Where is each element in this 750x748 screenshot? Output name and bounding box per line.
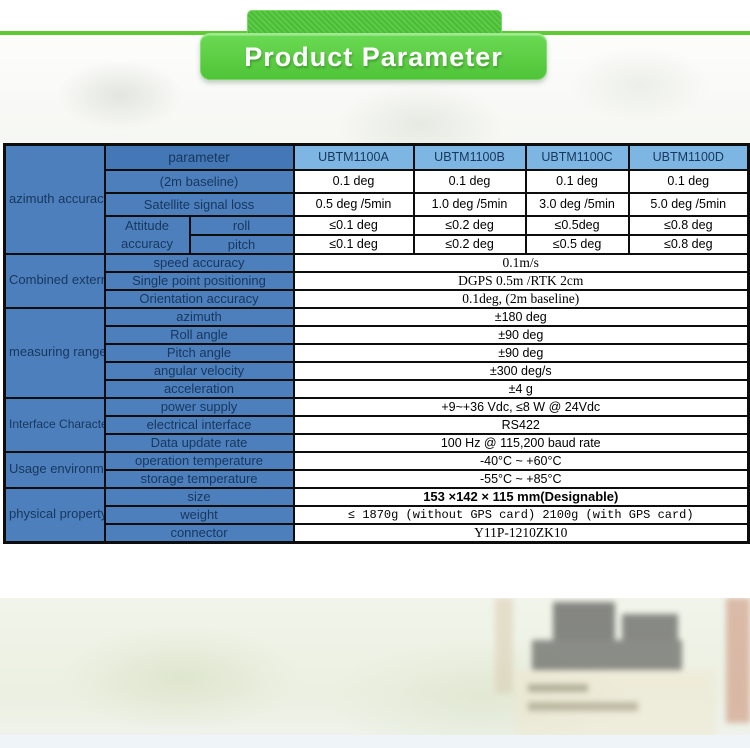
photo-device-slot (528, 684, 588, 692)
spec-table: azimuth accuracy parameter UBTM1100A UBT… (3, 143, 750, 544)
table-row: Single point positioning DGPS 0.5m /RTK … (5, 270, 750, 291)
group-cell-usage-environment: Usage environment (3, 450, 106, 489)
value-cell: ≤0.2 deg (412, 214, 527, 236)
table-row: Data update rate 100 Hz @ 115,200 baud r… (5, 432, 750, 453)
photo-device-slot (528, 702, 638, 711)
group-cell-physical-property: physical property (3, 486, 106, 544)
value-cell: 5.0 deg /5min (627, 191, 750, 217)
faded-bottom-photo (0, 598, 750, 735)
parameter-header-cell: parameter (103, 143, 295, 171)
model-header-cell: UBTM1100A (292, 143, 415, 171)
value-cell: +9~+36 Vdc, ≤8 W @ 24Vdc (292, 396, 750, 417)
value-cell: 153 ×142 × 115 mm(Designable) (292, 486, 750, 507)
table-row: weight ≤ 1870g (without GPS card) 2100g … (5, 504, 750, 525)
value-cell: DGPS 0.5m /RTK 2cm (292, 270, 750, 291)
value-cell: -40°C ~ +60°C (292, 450, 750, 471)
table-row: storage temperature -55°C ~ +85°C (5, 468, 750, 489)
value-cell: 0.5 deg /5min (292, 191, 415, 217)
value-cell: ±300 deg/s (292, 360, 750, 381)
model-header-cell: UBTM1100D (627, 143, 750, 171)
value-cell: ≤0.5deg (524, 214, 630, 236)
group-cell-interface-characteristics: Interface Characteristics (3, 396, 106, 453)
value-cell: 0.1m/s (292, 252, 750, 273)
value-cell: ±180 deg (292, 306, 750, 327)
value-cell: 0.1 deg (627, 168, 750, 194)
value-cell: 0.1 deg (412, 168, 527, 194)
model-header-cell: UBTM1100C (524, 143, 630, 171)
row-label-cell: Pitch angle (103, 342, 295, 363)
title-banner: Product Parameter (200, 33, 547, 80)
value-cell: 1.0 deg /5min (412, 191, 527, 217)
table-row: physical property size 153 ×142 × 115 mm… (3, 486, 750, 544)
table-row: Interface Characteristics power supply +… (3, 396, 750, 453)
value-cell: 100 Hz @ 115,200 baud rate (292, 432, 750, 453)
row-label-cell: acceleration (103, 378, 295, 399)
table-row: Satellite signal loss 0.5 deg /5min 1.0 … (5, 191, 750, 217)
page-title: Product Parameter (244, 42, 503, 72)
table-row: Combined external GPS speed accuracy 0.1… (3, 252, 750, 309)
table-row: (2m baseline) 0.1 deg 0.1 deg 0.1 deg 0.… (5, 168, 750, 194)
bottom-strip (0, 735, 750, 748)
value-cell: ≤0.8 deg (627, 233, 750, 255)
row-label-cell: speed accuracy (103, 252, 295, 273)
value-cell: -55°C ~ +85°C (292, 468, 750, 489)
row-label-cell: Roll angle (103, 324, 295, 345)
row-label-cell: (2m baseline) (103, 168, 295, 194)
device-photo (0, 598, 750, 735)
model-header-cell: UBTM1100B (412, 143, 527, 171)
row-label-cell: storage temperature (103, 468, 295, 489)
value-cell: ≤0.1 deg (292, 233, 415, 255)
row-label-cell: pitch (188, 233, 295, 255)
row-label-cell: weight (103, 504, 295, 525)
value-cell: RS422 (292, 414, 750, 435)
table-row: connector Y11P-1210ZK10 (5, 522, 750, 544)
table-row: Pitch angle ±90 deg (5, 342, 750, 363)
photo-red-object (726, 598, 750, 723)
value-cell: ±4 g (292, 378, 750, 399)
photo-device-block (532, 640, 682, 674)
table-row: Attitude accuracy roll ≤0.1 deg ≤0.2 deg… (5, 214, 750, 255)
table-row: measuring range azimuth ±180 deg (3, 306, 750, 399)
table-row: Usage environment operation temperature … (3, 450, 750, 489)
value-cell: ±90 deg (292, 324, 750, 345)
row-label-cell: Single point positioning (103, 270, 295, 291)
row-label-cell: operation temperature (103, 450, 295, 471)
table-row: acceleration ±4 g (5, 378, 750, 399)
value-cell: ≤0.2 deg (412, 233, 527, 255)
table-row: electrical interface RS422 (5, 414, 750, 435)
group-cell-combined-external-gps: Combined external GPS (3, 252, 106, 309)
group-cell-measuring-range: measuring range (3, 306, 106, 399)
row-label-cell: Attitude accuracy (103, 214, 191, 255)
table-row: pitch ≤0.1 deg ≤0.2 deg ≤0.5 deg ≤0.8 de… (5, 233, 750, 255)
row-label-cell: size (103, 486, 295, 507)
row-label-cell: Satellite signal loss (103, 191, 295, 217)
row-label-cell: Orientation accuracy (103, 288, 295, 309)
value-cell: ±90 deg (292, 342, 750, 363)
value-cell: ≤0.1 deg (292, 214, 415, 236)
photo-pole (495, 598, 513, 693)
photo-device-block (553, 602, 615, 644)
row-label-cell: angular velocity (103, 360, 295, 381)
table-row: azimuth accuracy parameter UBTM1100A UBT… (3, 143, 750, 255)
value-cell: 0.1deg, (2m baseline) (292, 288, 750, 309)
row-label-cell: electrical interface (103, 414, 295, 435)
row-label-cell: Data update rate (103, 432, 295, 453)
row-label-cell: power supply (103, 396, 295, 417)
value-cell: ≤ 1870g (without GPS card) 2100g (with G… (292, 504, 750, 525)
table-row: angular velocity ±300 deg/s (5, 360, 750, 381)
row-label-cell: azimuth (103, 306, 295, 327)
table-row: Orientation accuracy 0.1deg, (2m baselin… (5, 288, 750, 309)
group-cell-azimuth-accuracy: azimuth accuracy (3, 143, 106, 255)
row-label-cell: roll (188, 214, 295, 236)
value-cell: 0.1 deg (524, 168, 630, 194)
value-cell: ≤0.5 deg (524, 233, 630, 255)
row-label-cell: connector (103, 522, 295, 544)
header-tab (247, 10, 502, 36)
value-cell: Y11P-1210ZK10 (292, 522, 750, 544)
value-cell: ≤0.8 deg (627, 214, 750, 236)
table-row: Roll angle ±90 deg (5, 324, 750, 345)
value-cell: 0.1 deg (292, 168, 415, 194)
value-cell: 3.0 deg /5min (524, 191, 630, 217)
